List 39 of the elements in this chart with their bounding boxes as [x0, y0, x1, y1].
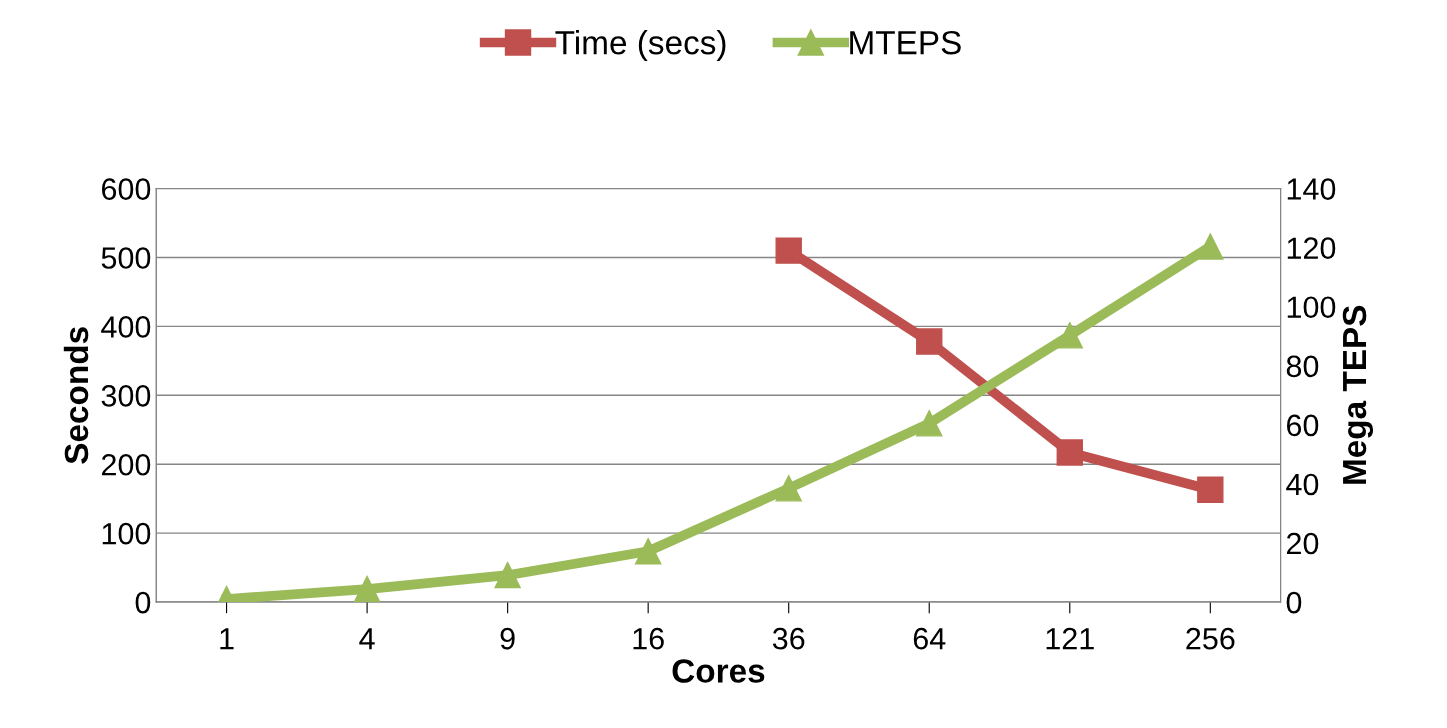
y2-tick-label: 120 — [1287, 237, 1336, 259]
y2-tick-label: 80 — [1286, 355, 1319, 378]
point — [775, 237, 802, 264]
y-tick-label: 100 — [102, 522, 151, 545]
x-tick-label: 121 — [1046, 627, 1094, 650]
y-axis-title: Seconds — [63, 327, 89, 464]
point — [494, 561, 521, 589]
point — [916, 410, 943, 437]
y2-tick-label: 20 — [1286, 532, 1319, 555]
legend-label: Time (secs) — [555, 30, 726, 62]
point — [353, 575, 381, 603]
y2-axis-title: Mega TEPS — [1342, 305, 1374, 484]
point — [1056, 322, 1083, 349]
point — [1197, 233, 1224, 260]
point — [775, 475, 802, 502]
point — [1056, 439, 1083, 466]
y-tick-label: 500 — [101, 247, 151, 269]
y2-tick-label: 60 — [1287, 414, 1319, 437]
y2-tick-label: 0 — [1286, 591, 1302, 614]
y2-tick-label: 140 — [1287, 178, 1336, 200]
x-tick-label: 1 — [220, 628, 234, 650]
y-tick-label: 400 — [101, 316, 151, 338]
y2-tick-label: 40 — [1286, 473, 1319, 496]
x-axis-title: Cores — [672, 659, 765, 683]
point — [1197, 476, 1224, 503]
point — [634, 538, 662, 565]
legend-label: MTEPS — [850, 30, 961, 55]
x-tick-label: 16 — [633, 627, 664, 650]
y-tick-label: 300 — [101, 385, 151, 407]
x-tick-label: 256 — [1186, 627, 1235, 650]
point — [916, 328, 943, 355]
y2-tick-label: 100 — [1287, 296, 1336, 319]
x-tick-label: 36 — [772, 627, 805, 650]
y-tick-label: 600 — [101, 178, 151, 200]
y-tick-label: 200 — [101, 453, 151, 476]
x-tick-label: 9 — [500, 627, 515, 650]
x-tick-label: 4 — [359, 628, 375, 650]
y-tick-label: 0 — [135, 591, 151, 614]
x-tick-label: 64 — [913, 627, 946, 650]
